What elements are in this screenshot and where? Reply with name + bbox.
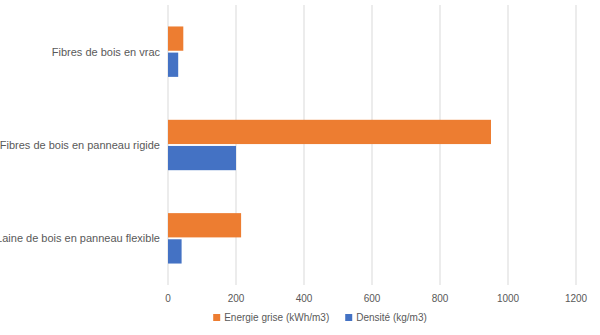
category-label: Laine de bois en panneau flexible [0, 232, 160, 244]
tick-label: 800 [432, 293, 449, 304]
legend-label: Energie grise (kWh/m3) [224, 312, 329, 323]
bar [168, 53, 178, 77]
tick-label: 200 [228, 293, 245, 304]
bar [168, 26, 183, 50]
legend-label: Densité (kg/m3) [356, 312, 427, 323]
grid-line [576, 5, 577, 285]
tick-label: 1200 [565, 293, 588, 304]
bar [168, 120, 491, 144]
legend: Energie grise (kWh/m3) Densité (kg/m3) [213, 312, 427, 323]
category-label: Fibres de bois en vrac [52, 46, 161, 58]
grid-line [508, 5, 509, 285]
bar [168, 213, 241, 237]
bar [168, 239, 182, 263]
chart-container: 0 200 400 600 800 1000 1200 Fibres de bois en v… [0, 0, 600, 335]
legend-swatch [345, 314, 352, 321]
legend-swatch [213, 314, 220, 321]
tick-label: 600 [364, 293, 381, 304]
grid-line [372, 5, 373, 285]
chart-svg: 0 200 400 600 800 1000 1200 Fibres de bois en v… [0, 0, 600, 335]
tick-label: 0 [165, 293, 171, 304]
grid-line [236, 5, 237, 285]
grid-line [440, 5, 441, 285]
tick-label: 1000 [497, 293, 520, 304]
tick-label: 400 [296, 293, 313, 304]
grid-line [304, 5, 305, 285]
category-label: Fibres de bois en panneau rigide [0, 139, 160, 151]
bars [168, 26, 491, 263]
bar [168, 146, 236, 170]
